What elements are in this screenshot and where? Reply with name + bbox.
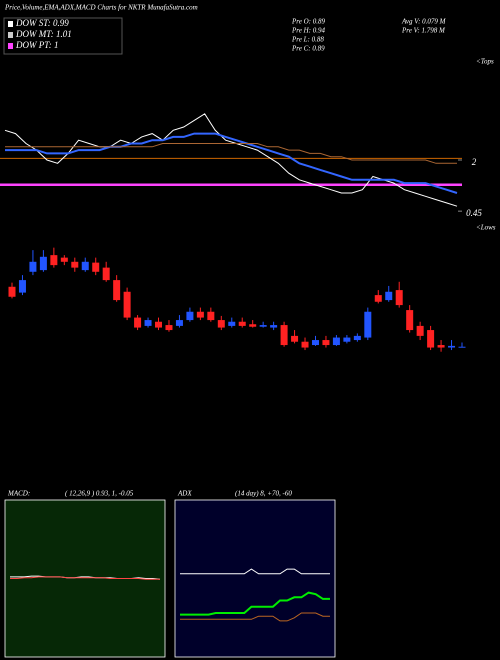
candle-body — [416, 325, 424, 336]
y-tick-label: 0.45 — [466, 208, 482, 218]
candle-body — [395, 290, 403, 306]
candle-body — [8, 286, 16, 297]
candle-body — [228, 321, 236, 326]
candle-body — [353, 335, 361, 341]
candle-body — [291, 335, 299, 342]
candle-body — [343, 337, 351, 342]
candle-body — [301, 341, 309, 348]
y-tick-label: 2 — [472, 157, 477, 167]
series-line — [180, 568, 330, 575]
candle-body — [60, 257, 68, 262]
candle-body — [196, 311, 204, 318]
legend-box — [3, 17, 123, 55]
candle-body — [448, 345, 456, 348]
candle-body — [18, 280, 26, 293]
candle-body — [437, 345, 445, 348]
candle-body — [259, 325, 267, 327]
series-line — [180, 612, 330, 622]
candle-body — [406, 310, 414, 331]
candle-body — [207, 311, 215, 321]
candle-body — [374, 295, 382, 302]
series-line — [10, 576, 160, 580]
legend-swatch — [8, 32, 13, 38]
candle-body — [270, 325, 278, 328]
candle-body — [427, 330, 435, 348]
candle-body — [81, 261, 89, 271]
panel — [174, 499, 336, 658]
legend-label: DOW ST: 0.99 — [15, 18, 69, 28]
candle-body — [123, 291, 131, 318]
series-line — [5, 132, 458, 194]
candle-body — [175, 320, 183, 326]
candle-body — [322, 340, 330, 346]
chart-title: Price,Volume,EMA,ADX,MACD Charts for NKT… — [4, 4, 198, 12]
legend-label: DOW PT: 1 — [15, 40, 59, 50]
panel-subtitle: ( 12,26,9 ) 0.93, 1, -0.05 — [65, 490, 134, 498]
candle-body — [311, 340, 319, 346]
panel-title: MACD: — [7, 490, 30, 498]
candle-body — [102, 267, 110, 281]
series-line — [5, 143, 457, 164]
series-line — [180, 591, 330, 616]
legend-swatch — [8, 43, 13, 49]
candle-body — [385, 291, 393, 301]
info-text: Pre L: 0.88 — [291, 36, 324, 44]
tops-label: <Tops — [476, 58, 494, 66]
candle-body — [29, 261, 37, 272]
candle-body — [165, 325, 173, 331]
candle-body — [249, 324, 257, 327]
candle-body — [155, 321, 163, 328]
legend-swatch — [8, 21, 13, 27]
panel-title: ADX — [177, 490, 192, 498]
info-text: Pre O: 0.89 — [291, 18, 325, 26]
info-text: Pre C: 0.89 — [291, 45, 325, 53]
candle-body — [364, 311, 372, 338]
candle-body — [238, 321, 246, 326]
lows-label: <Lows — [476, 224, 496, 232]
info-text: Pre V: 1.798 M — [401, 27, 446, 35]
panel-subtitle: (14 day) 8, +70, -60 — [235, 490, 292, 498]
info-text: Avg V: 0.079 M — [401, 18, 447, 26]
legend-label: DOW MT: 1.01 — [15, 29, 72, 39]
candle-body — [50, 255, 58, 266]
info-text: Pre H: 0.94 — [291, 27, 325, 35]
candle-body — [39, 256, 47, 271]
candle-body — [113, 280, 121, 301]
candle-body — [217, 320, 225, 328]
candle-body — [71, 261, 79, 268]
candle-body — [186, 311, 194, 321]
candle-body — [280, 325, 288, 346]
candle-body — [134, 317, 142, 328]
candle-body — [144, 320, 152, 326]
candle-body — [92, 262, 100, 272]
candle-body — [332, 337, 340, 346]
candle-body — [458, 346, 466, 348]
